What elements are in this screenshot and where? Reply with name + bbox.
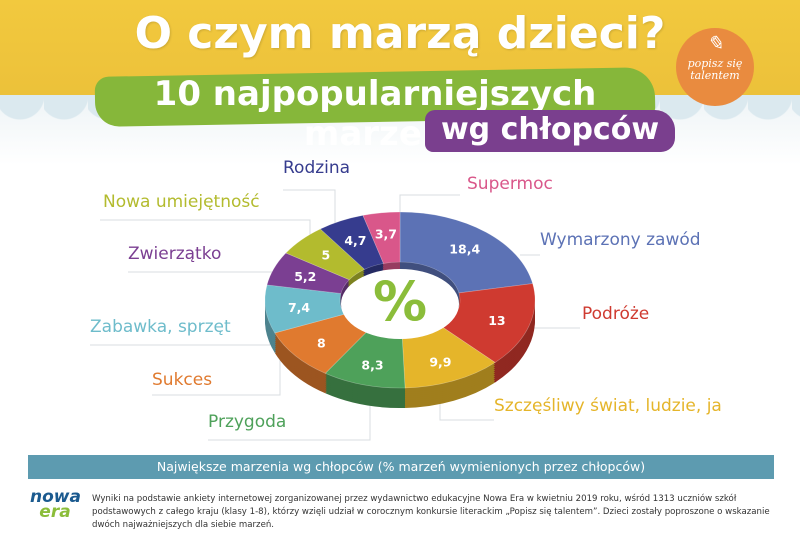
page-title: O czym marzą dzieci? [134, 8, 666, 59]
leader-line [208, 390, 371, 441]
category-label: Zabawka, sprzęt [90, 317, 231, 337]
data-label: 13 [488, 313, 505, 328]
data-label: 8 [317, 335, 326, 350]
logo-text: popisz się talentem [687, 57, 743, 82]
slice-8 [285, 228, 366, 281]
category-label: Wymarzony zawód [540, 230, 701, 250]
leader-line [399, 194, 460, 215]
footnote: Wyniki na podstawie ankiety internetowej… [92, 494, 770, 530]
category-label: Nowa umiejętność [103, 192, 260, 212]
purple-brush [425, 110, 675, 152]
category-label: Supermoc [467, 174, 553, 194]
slice-7 [266, 252, 350, 294]
data-label: 5 [321, 247, 330, 262]
leader-line [152, 360, 281, 396]
slice-1 [399, 211, 534, 294]
nowa-era-logo: nowa era [30, 487, 81, 522]
data-label: 18,4 [449, 241, 480, 256]
page-subtitle-2: wg chłopców [440, 112, 660, 147]
leader-line [100, 219, 311, 240]
category-label: Sukces [152, 370, 213, 390]
category-label: Przygoda [208, 412, 287, 432]
feather-icon: ✎ [706, 31, 724, 55]
category-label: Zwierzątko [128, 244, 222, 264]
data-label: 9,9 [429, 354, 451, 369]
category-label: Podróże [582, 304, 650, 324]
data-label: 3,7 [375, 227, 397, 242]
page-subtitle: 10 najpopularniejszych marzeń [153, 74, 597, 154]
data-label: 5,2 [294, 269, 316, 284]
data-label: 8,3 [361, 357, 383, 372]
slice-2 [441, 283, 536, 363]
chart-caption: Największe marzenia wg chłopców (% marze… [28, 455, 774, 479]
slice-9 [319, 215, 384, 270]
popisz-logo: ✎ popisz się talentem [676, 28, 754, 106]
center-label: % [373, 270, 427, 333]
leader-line [283, 189, 336, 225]
category-label: Szczęśliwy świat, ludzie, ja [494, 396, 722, 416]
data-label: 4,7 [344, 233, 366, 248]
donut-hole [341, 269, 459, 339]
slice-10 [362, 211, 401, 264]
data-label: 7,4 [288, 300, 310, 315]
category-label: Rodzina [283, 158, 351, 178]
